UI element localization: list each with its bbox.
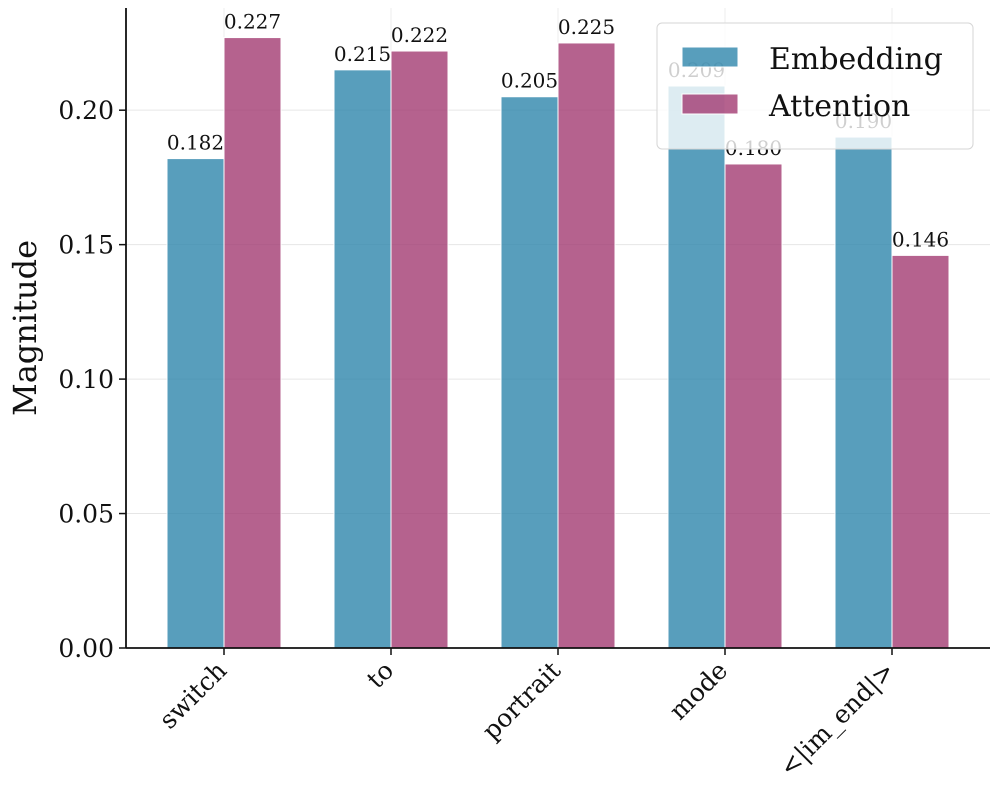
legend-swatch-attention bbox=[681, 93, 739, 115]
bar-embedding-2 bbox=[500, 96, 559, 649]
legend-label-embedding: Embedding bbox=[769, 42, 943, 77]
y-axis-label: Magnitude bbox=[6, 240, 44, 416]
bar-embedding-3 bbox=[667, 85, 726, 649]
data-label-embedding-1: 0.215 bbox=[334, 42, 391, 66]
y-tick-label: 0.15 bbox=[58, 231, 114, 260]
bar-attention-2 bbox=[557, 42, 616, 649]
x-tick-label: switch bbox=[153, 656, 232, 735]
bar-attention-0 bbox=[223, 37, 282, 649]
y-tick-label: 0.10 bbox=[58, 365, 114, 394]
legend-swatch-embedding bbox=[681, 46, 739, 68]
bar-embedding-4 bbox=[834, 136, 893, 649]
bar-attention-1 bbox=[390, 50, 449, 649]
y-tick-label: 0.00 bbox=[58, 634, 114, 663]
data-label-embedding-0: 0.182 bbox=[167, 131, 224, 155]
data-label-attention-0: 0.227 bbox=[224, 10, 281, 34]
x-tick-label: <|im_end|> bbox=[774, 656, 901, 783]
data-label-attention-1: 0.222 bbox=[391, 23, 448, 47]
y-tick-label: 0.05 bbox=[58, 500, 114, 529]
legend-label-attention: Attention bbox=[768, 89, 910, 124]
bar-attention-3 bbox=[724, 163, 783, 649]
data-label-attention-2: 0.225 bbox=[558, 15, 615, 39]
bar-attention-4 bbox=[891, 254, 950, 649]
bar-embedding-0 bbox=[166, 158, 225, 649]
bar-embedding-1 bbox=[333, 69, 392, 649]
data-label-attention-4: 0.146 bbox=[892, 227, 949, 251]
x-tick-label: to bbox=[361, 656, 399, 694]
legend: Embedding Attention bbox=[656, 22, 974, 150]
y-tick-label: 0.20 bbox=[58, 96, 114, 125]
x-tick-label: mode bbox=[664, 656, 734, 726]
data-label-embedding-2: 0.205 bbox=[501, 69, 558, 93]
x-tick-label: portrait bbox=[476, 656, 566, 746]
